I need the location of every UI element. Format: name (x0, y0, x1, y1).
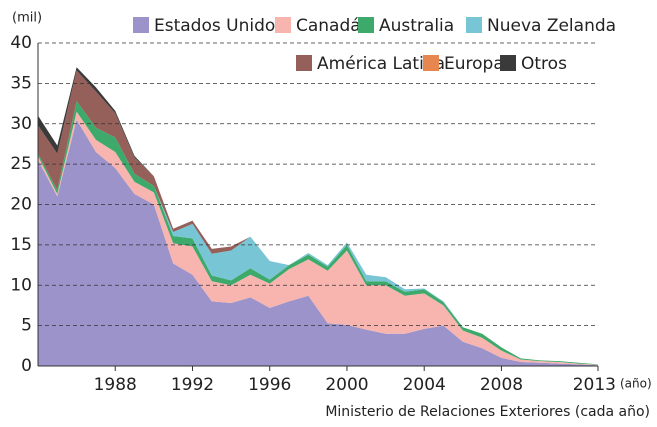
y-tick-label: 5 (21, 316, 32, 336)
x-tick-label: 2008 (480, 375, 523, 395)
legend-label: Nueva Zelanda (487, 16, 616, 36)
legend-swatch (296, 55, 312, 71)
legend-label: Australia (379, 16, 454, 36)
y-tick-label: 35 (10, 73, 32, 93)
source: Ministerio de Relaciones Exteriores (cad… (325, 404, 650, 420)
legend-label: Estados Unidos (154, 16, 284, 36)
area (38, 101, 598, 365)
x-tick-label: 1992 (171, 375, 214, 395)
y-axis-label: (mil) (12, 11, 42, 26)
y-tick-label: 15 (10, 235, 32, 255)
x-tick-label: 1988 (94, 375, 137, 395)
legend-swatch (466, 17, 482, 33)
area (38, 119, 598, 367)
x-tick-label: 2013 (573, 375, 616, 395)
x-tick-label: 1996 (248, 375, 291, 395)
y-tick-label: 30 (10, 114, 32, 134)
y-tick-label: 20 (10, 195, 32, 215)
legend-label: Europa (444, 54, 504, 74)
legend-swatch (500, 55, 516, 71)
legend-label: Canadá (296, 16, 361, 36)
legend-label: América Latina (317, 54, 445, 74)
x-tick-label: 2000 (325, 375, 368, 395)
legend-swatch (358, 17, 374, 33)
area (38, 70, 598, 365)
x-tick-label: 2004 (403, 375, 446, 395)
y-tick-label: 40 (10, 33, 32, 53)
legend-swatch (133, 17, 149, 33)
legend-swatch (423, 55, 439, 71)
legend-swatch (275, 17, 291, 33)
legend-label: Otros (521, 54, 567, 74)
x-axis-label: (año) (620, 377, 652, 391)
y-tick-label: 10 (10, 275, 32, 295)
y-tick-label: 0 (21, 356, 32, 376)
y-tick-label: 25 (10, 154, 32, 174)
